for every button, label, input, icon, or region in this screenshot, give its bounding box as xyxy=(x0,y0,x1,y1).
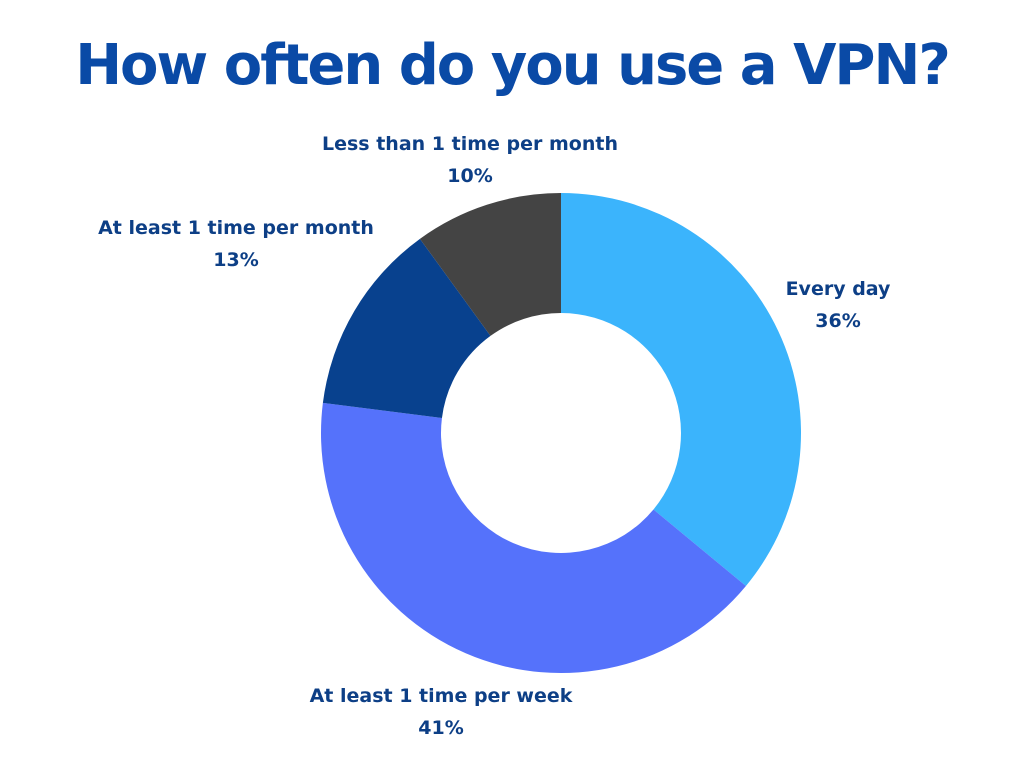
slice-every-day xyxy=(561,193,801,586)
slice-less-than-1-time-per-month xyxy=(419,193,561,336)
donut-slices xyxy=(321,193,801,673)
slice-value-at-least-1-time-per-month: 13% xyxy=(213,249,258,271)
slice-label-less-than-1-time-per-month: Less than 1 time per month xyxy=(322,133,618,155)
slice-at-least-1-time-per-month xyxy=(322,238,491,418)
slice-at-least-1-time-per-week xyxy=(321,402,746,673)
slice-label-at-least-1-time-per-month: At least 1 time per month xyxy=(98,217,374,239)
chart-title: How often do you use a VPN? xyxy=(75,33,951,98)
slice-label-at-least-1-time-per-week: At least 1 time per week xyxy=(310,685,573,707)
slice-labels: Every day 36% At least 1 time per week 41% A… xyxy=(98,133,891,739)
slice-label-every-day: Every day xyxy=(786,278,891,300)
slice-value-every-day: 36% xyxy=(815,310,860,332)
slice-value-less-than-1-time-per-month: 10% xyxy=(447,165,492,187)
slice-value-at-least-1-time-per-week: 41% xyxy=(418,717,463,739)
